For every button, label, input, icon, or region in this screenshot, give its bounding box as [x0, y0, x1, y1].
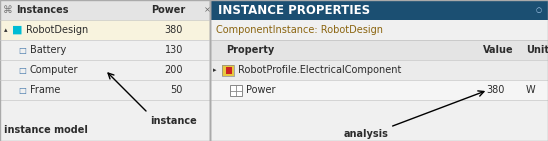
Bar [210, 0, 548, 20]
Bar [230, 85, 242, 96]
Bar [0, 60, 210, 80]
Text: 380: 380 [164, 25, 183, 35]
Text: ○: ○ [536, 7, 542, 13]
Text: 380: 380 [486, 85, 504, 95]
Bar [210, 20, 548, 40]
Text: instance model: instance model [4, 125, 88, 135]
Text: Frame: Frame [30, 85, 60, 95]
Bar [222, 65, 234, 76]
Text: ComponentInstance: RobotDesign: ComponentInstance: RobotDesign [216, 25, 383, 35]
Bar [230, 85, 242, 96]
Text: analysis: analysis [343, 129, 388, 139]
Bar [226, 67, 232, 74]
Text: □: □ [18, 66, 26, 74]
Text: □: □ [18, 85, 26, 94]
Bar [0, 20, 210, 40]
Text: 130: 130 [164, 45, 183, 55]
Text: ■: ■ [12, 25, 22, 35]
Text: RobotDesign: RobotDesign [26, 25, 88, 35]
Bar [210, 0, 548, 141]
Text: Battery: Battery [30, 45, 66, 55]
Text: 50: 50 [170, 85, 183, 95]
Bar [0, 0, 210, 20]
Text: □: □ [18, 46, 26, 55]
Text: Units: Units [526, 45, 548, 55]
Bar [0, 40, 210, 60]
Text: Computer: Computer [30, 65, 78, 75]
Bar [210, 0, 548, 141]
Text: Power: Power [246, 85, 276, 95]
Text: ⨯: ⨯ [203, 5, 210, 15]
Text: Power: Power [151, 5, 185, 15]
Bar [0, 80, 210, 100]
Text: ▸: ▸ [213, 67, 216, 73]
Bar [0, 0, 210, 141]
Text: ⌘: ⌘ [3, 5, 13, 15]
Bar [210, 80, 548, 100]
Text: Property: Property [226, 45, 274, 55]
Text: RobotProfile.ElectricalComponent: RobotProfile.ElectricalComponent [238, 65, 401, 75]
Bar [210, 60, 548, 80]
Text: INSTANCE PROPERTIES: INSTANCE PROPERTIES [218, 4, 370, 16]
Text: instance: instance [150, 116, 197, 126]
Text: Value: Value [483, 45, 513, 55]
Text: ▴: ▴ [4, 27, 8, 33]
Text: W: W [526, 85, 535, 95]
Bar [210, 40, 548, 60]
Bar [0, 0, 210, 141]
Text: 200: 200 [164, 65, 183, 75]
Bar [222, 65, 234, 76]
Text: Instances: Instances [16, 5, 68, 15]
